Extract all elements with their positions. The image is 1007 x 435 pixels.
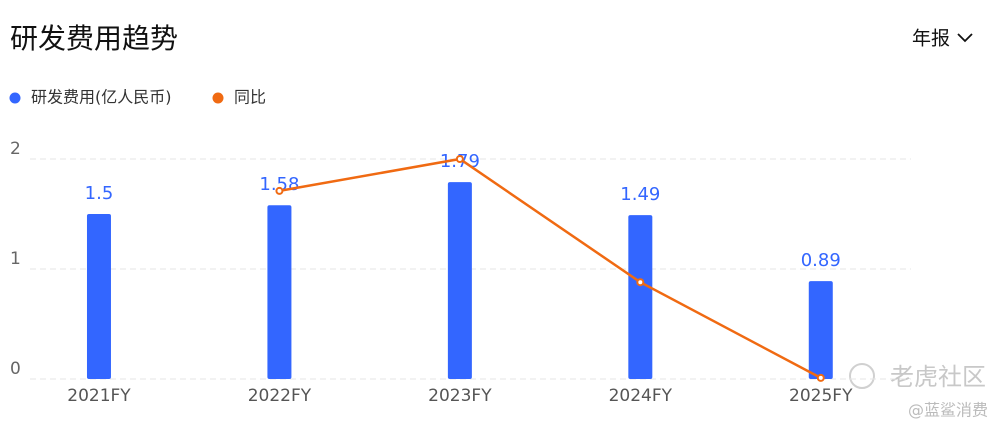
line	[279, 157, 822, 380]
legend-label: 研发费用(亿人民币)	[31, 88, 172, 107]
line-point	[455, 155, 464, 163]
legend-marker	[212, 92, 224, 104]
legend-marker	[9, 92, 21, 104]
data-label: 1.5	[85, 183, 114, 204]
y-tick-label: 2	[10, 139, 21, 159]
chevron-icon[interactable]	[957, 33, 973, 43]
bar	[447, 182, 472, 379]
watermark-icon	[849, 363, 875, 389]
watermark-brand: 老虎社区	[890, 363, 986, 391]
data-label: 0.89	[801, 250, 841, 271]
line-point	[275, 186, 284, 195]
chart-title: 研发费用趋势	[10, 22, 178, 55]
x-tick-label: 2021FY	[67, 386, 131, 406]
data-label: 1.49	[620, 184, 660, 205]
y-tick-label: 0	[10, 359, 21, 379]
watermark-author: @蓝鲨消费	[908, 401, 988, 420]
x-tick-label: 2025FY	[789, 386, 853, 406]
x-tick-label: 2024FY	[609, 386, 673, 406]
bar	[86, 214, 111, 379]
bar	[808, 281, 833, 379]
x-tick-label: 2022FY	[248, 386, 312, 406]
legend-label: 同比	[234, 88, 266, 107]
line-point	[816, 373, 825, 382]
period-selector[interactable]: 年报	[912, 28, 950, 50]
bar	[628, 215, 653, 379]
y-tick-label: 1	[10, 249, 21, 269]
line-point	[636, 278, 645, 287]
bar	[267, 205, 292, 379]
x-tick-label: 2023FY	[428, 386, 492, 406]
